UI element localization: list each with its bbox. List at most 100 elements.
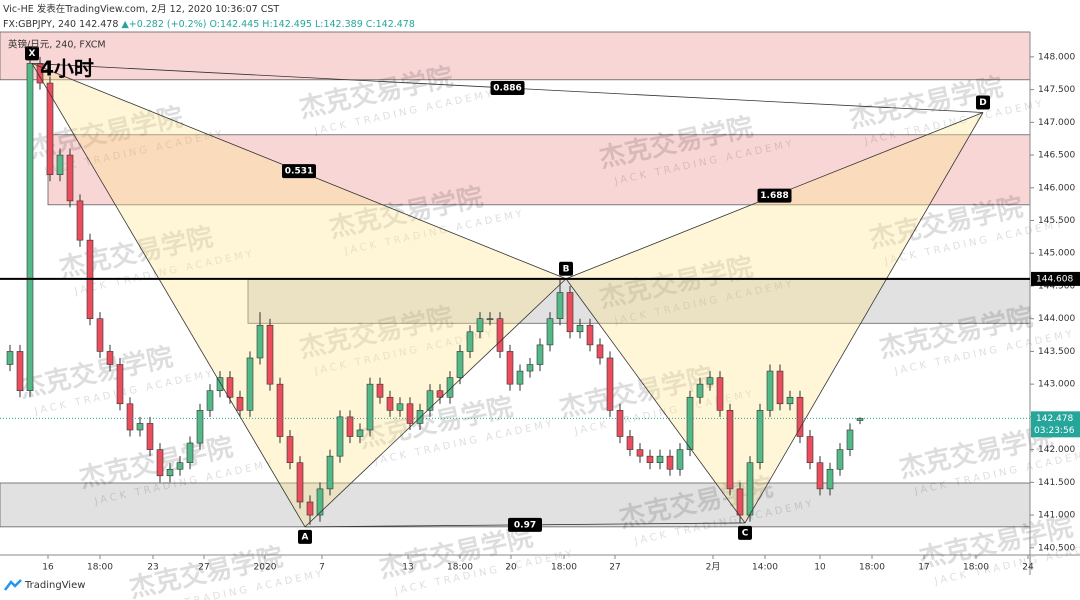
candle-body: [236, 396, 244, 411]
candle-body: [476, 318, 484, 333]
candle-body: [416, 410, 424, 424]
candle-body: [76, 200, 84, 241]
candle-body: [356, 429, 364, 437]
candle-body: [206, 390, 214, 411]
candle-body: [376, 383, 384, 398]
point-box: [559, 261, 573, 276]
point-label: B: [563, 264, 570, 274]
x-tick-label: 13: [402, 563, 413, 573]
level-label: 144.608: [1036, 274, 1073, 284]
x-tick-label: 2月: [706, 562, 721, 573]
x-tick-label: 18:00: [447, 563, 473, 573]
candle-body: [716, 377, 724, 411]
y-tick-label: 144.000: [1038, 314, 1075, 324]
candle-body: [366, 383, 374, 431]
ratio-label: 0.531: [285, 167, 313, 177]
candle-body: [166, 468, 174, 477]
candle-body: [246, 357, 254, 411]
publish-line: Vic-HE 发表在TradingView.com, 2月 12, 2020 1…: [3, 4, 280, 15]
pattern-leg: [304, 278, 567, 528]
candle-body: [146, 423, 154, 450]
y-tick-label: 146.500: [1038, 151, 1075, 161]
x-tick-label: 24: [1022, 563, 1034, 573]
x-tick-label: 2020: [254, 563, 277, 573]
symbol: FX:GBPJPY, 240: [3, 19, 77, 30]
y-tick-label: 147.500: [1038, 85, 1075, 95]
zone: [47, 134, 1031, 206]
candle-body: [106, 351, 114, 365]
x-tick-label: 18:00: [87, 563, 113, 573]
instrument: 英镑/日元, 240, FXCM: [8, 39, 106, 51]
candle-body: [336, 416, 344, 457]
point-box: [298, 529, 312, 544]
candle-body: [286, 436, 294, 464]
ratio-label: 0.886: [493, 83, 521, 93]
candle-body: [256, 324, 264, 359]
candle-body: [186, 442, 194, 464]
candle-body: [666, 455, 674, 470]
candle-body: [836, 449, 844, 470]
candle-body: [786, 396, 794, 405]
y-tick-label: 148.000: [1038, 52, 1075, 62]
candle-body: [696, 383, 704, 398]
candle-body: [686, 396, 694, 450]
candle-body: [436, 390, 444, 398]
candle-body: [346, 416, 354, 437]
candle-body: [226, 377, 234, 398]
candle-body: [516, 370, 524, 385]
candle-body: [546, 318, 554, 346]
logo-text: TradingView: [25, 579, 86, 591]
ohlc-low: L:142.389: [314, 19, 363, 30]
candle-body: [676, 449, 684, 470]
y-tick-label: 147.000: [1038, 118, 1075, 128]
candle-body: [426, 390, 434, 411]
candle-body: [196, 410, 204, 444]
candle-body: [66, 154, 74, 202]
x-tick-label: 7: [319, 563, 325, 573]
candle-body: [36, 63, 44, 84]
candle-body: [626, 436, 634, 450]
ratio-label-box: [508, 517, 542, 532]
point-box: [25, 46, 39, 61]
point-label: D: [979, 98, 986, 108]
candle-body: [576, 324, 584, 333]
candle-body: [156, 449, 164, 477]
x-tick-label: 27: [609, 563, 620, 573]
candle-body: [746, 462, 754, 516]
candle-body: [316, 488, 324, 516]
x-tick-label: 16: [42, 563, 54, 573]
y-tick-label: 144.500: [1038, 281, 1075, 291]
level-tag: [1031, 271, 1080, 286]
y-tick-label: 143.000: [1038, 380, 1075, 390]
point-box: [976, 95, 990, 110]
candle-body: [646, 455, 654, 464]
candle-body: [766, 370, 774, 411]
candle-body: [816, 462, 824, 490]
pattern-leg: [565, 278, 746, 524]
candle-body: [736, 488, 744, 516]
candle-body: [116, 364, 124, 405]
y-tick-label: 140.500: [1038, 543, 1075, 553]
candle-body: [756, 410, 764, 464]
ratio-label-box: [490, 80, 525, 95]
y-tick-label: 145.500: [1038, 216, 1075, 226]
change: ▲+0.282 (+0.2%): [121, 19, 207, 30]
point-label: A: [302, 532, 309, 542]
candle-body: [846, 429, 854, 450]
point-label: X: [29, 49, 36, 59]
ohlc-open: O:142.445: [209, 19, 260, 30]
y-tick-label: 141.500: [1038, 478, 1075, 488]
candle-body: [726, 410, 734, 490]
point-box: [738, 525, 752, 540]
ohlc-high: H:142.495: [262, 19, 312, 30]
candle-body: [776, 370, 784, 405]
ratio-label: 1.688: [760, 191, 788, 201]
candle-body: [176, 462, 184, 470]
candle-body: [826, 468, 834, 490]
ratio-label-box: [282, 164, 316, 179]
candle-body: [46, 82, 54, 175]
y-tick-label: 146.000: [1038, 183, 1075, 193]
x-tick-label: 18:00: [551, 563, 577, 573]
candle-body: [486, 318, 494, 321]
